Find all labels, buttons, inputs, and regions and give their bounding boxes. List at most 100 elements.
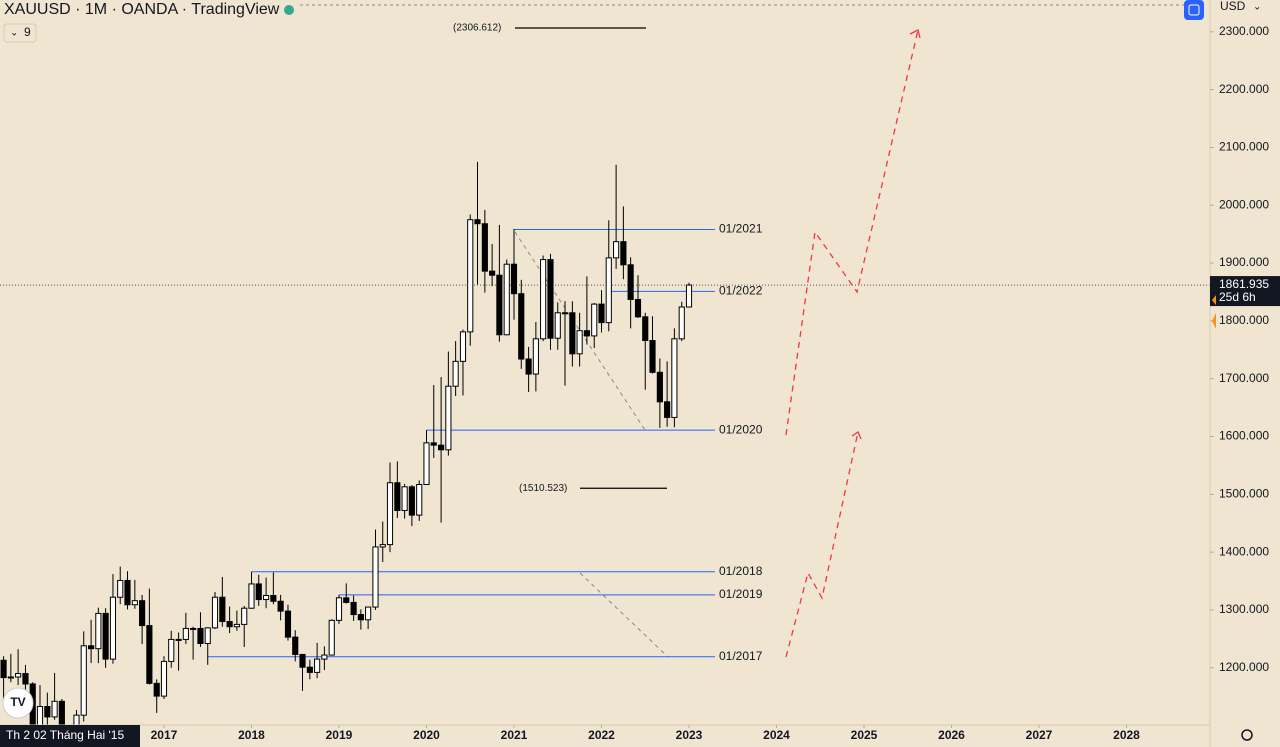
candle-body (139, 600, 146, 627)
candle-body (627, 264, 634, 300)
candle-body (591, 303, 598, 337)
candle-body (671, 338, 678, 418)
candle-body (284, 610, 292, 638)
candle-body (510, 263, 518, 295)
candle-body (255, 583, 262, 601)
x-tick-label: 2022 (588, 728, 615, 742)
x-tick-label: 2020 (413, 728, 440, 742)
level-label: 01/2017 (719, 649, 763, 663)
currency[interactable]: USD (1220, 0, 1246, 13)
y-tick-label: 2000.000 (1219, 197, 1269, 211)
candle-body (642, 316, 649, 342)
y-tick-label: 1400.000 (1219, 544, 1269, 558)
candle-body (88, 645, 95, 650)
candle-body (306, 666, 313, 673)
candle-body (350, 601, 357, 616)
last-price-box (1210, 276, 1280, 307)
compare-icon (1188, 4, 1200, 16)
candle-body (80, 645, 87, 716)
x-tick-label: 2028 (1113, 728, 1140, 742)
candle-body (503, 263, 510, 336)
candle-body (474, 219, 481, 225)
candle-body (445, 385, 452, 451)
candle-body (204, 627, 211, 644)
candle-body (219, 596, 226, 623)
crosshair-date-box (0, 725, 140, 747)
y-tick-label: 2100.000 (1219, 140, 1269, 154)
candle-body (547, 259, 554, 339)
candle-body (175, 638, 182, 641)
x-tick-label: 2025 (851, 728, 878, 742)
candle-body (372, 546, 379, 608)
x-tick-label: 2018 (238, 728, 265, 742)
candle-body (190, 627, 197, 630)
candle-body (379, 544, 386, 548)
symbol-title: XAUUSD · 1M · OANDA · TradingView (4, 1, 280, 18)
x-tick-label: 2023 (676, 728, 703, 742)
candle-body (292, 636, 299, 655)
annotation-label: (2306.612) (453, 23, 501, 34)
x-tick-label: 2024 (763, 728, 790, 742)
candle-body (0, 659, 7, 679)
candle-body (270, 594, 277, 602)
indicator-caret: ⌄ (10, 28, 18, 39)
candle-body (598, 303, 605, 324)
candle-body (357, 614, 364, 621)
projection-arrowhead (909, 29, 921, 39)
y-tick-label: 2200.000 (1219, 82, 1269, 96)
candle-body (314, 658, 321, 673)
candle-body (678, 306, 685, 340)
annotation-label: (1510.523) (519, 483, 567, 494)
candle-body (117, 579, 124, 598)
candle-body (248, 583, 255, 609)
indicator-toggle[interactable] (3, 23, 37, 43)
level-label: 01/2021 (719, 222, 763, 236)
candle-body (518, 293, 525, 360)
candle-body (438, 444, 445, 451)
candle-body (481, 223, 488, 272)
candle-body (459, 331, 467, 362)
y-tick-label: 1900.000 (1219, 255, 1269, 269)
x-tick-label: 2026 (938, 728, 965, 742)
candle-body (416, 483, 423, 516)
candle-body (58, 700, 65, 725)
y-tick-label: 1600.000 (1219, 429, 1269, 443)
candle-body (335, 597, 343, 621)
candle-body (321, 654, 328, 660)
x-tick-label: 2019 (326, 728, 353, 742)
candle-body (620, 241, 627, 266)
level-label: 01/2020 (719, 422, 763, 436)
candle-body (576, 330, 583, 355)
market-status-dot (284, 5, 294, 15)
candle-body (146, 625, 153, 684)
candle-body (365, 606, 372, 621)
candle-body (131, 600, 138, 606)
candle-body (168, 638, 175, 662)
candle-body (328, 619, 335, 656)
candle-body (605, 257, 612, 324)
countdown-label: 25d 6h (1219, 290, 1256, 304)
candle-body (44, 705, 51, 718)
candle-body (613, 241, 620, 259)
compare-button[interactable] (1184, 0, 1204, 20)
candle-body (394, 482, 401, 512)
alert-marker (1212, 312, 1216, 329)
level-label: 01/2022 (719, 284, 763, 298)
projection-path (785, 29, 919, 436)
candle-body (226, 621, 233, 628)
y-tick-label: 1700.000 (1219, 371, 1269, 385)
indicator-count[interactable]: 9 (24, 25, 31, 39)
candle-body (467, 219, 474, 333)
candle-body (452, 360, 459, 387)
candle-body (423, 442, 430, 485)
candle-body (160, 660, 168, 697)
settings-icon[interactable] (1241, 729, 1253, 741)
candle-body (299, 653, 306, 668)
candle-body (386, 482, 394, 546)
x-tick-label: 2027 (1026, 728, 1053, 742)
logo[interactable] (2, 687, 34, 719)
candle-body (51, 700, 58, 718)
candle-body (649, 340, 656, 373)
